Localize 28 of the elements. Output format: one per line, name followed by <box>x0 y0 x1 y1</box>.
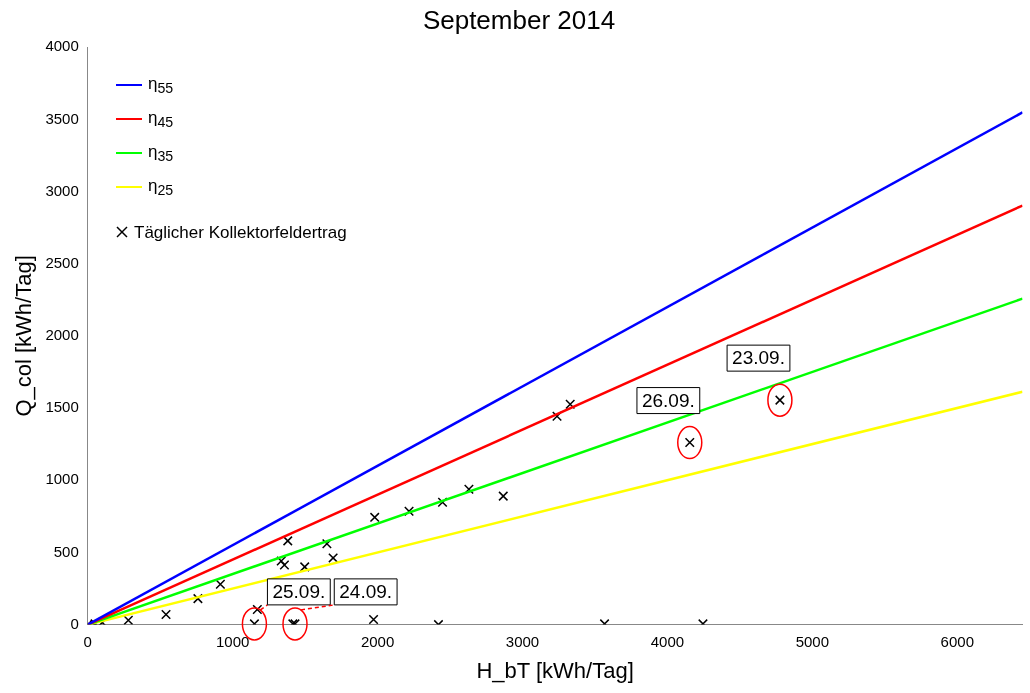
x-tick-label: 2000 <box>360 632 395 650</box>
x-tick-label: 1000 <box>216 632 250 650</box>
x-tick-label: 3000 <box>505 632 540 650</box>
y-tick-label: 1500 <box>45 398 79 416</box>
annotation: 23.09. <box>732 347 785 369</box>
legend-label: Täglicher Kollektorfeldertrag <box>134 223 347 243</box>
legend-label: η$_{25}$ <box>148 175 174 199</box>
y-tick-label: 500 <box>53 542 79 560</box>
y-tick-label: 4000 <box>45 37 79 55</box>
y-tick-label: 1000 <box>45 470 79 488</box>
annotation: 25.09. <box>272 581 326 603</box>
y-axis-title: Q_col [kWh/Tag] <box>11 255 37 417</box>
x-tick-label: 4000 <box>650 632 685 650</box>
legend-label: η$_{55}$ <box>148 73 174 97</box>
y-tick-label: 2500 <box>45 253 79 271</box>
y-tick-label: 3500 <box>45 109 79 127</box>
y-tick-label: 2000 <box>45 326 79 344</box>
x-tick-label: 6000 <box>940 632 974 650</box>
x-tick-label: 0 <box>83 632 92 650</box>
legend-label: η$_{45}$ <box>148 107 174 131</box>
y-tick-label: 3000 <box>45 181 79 199</box>
chart-title: September 2014 <box>422 4 616 35</box>
x-axis-title: H_bT [kWh/Tag] <box>476 657 634 683</box>
y-tick-label: 0 <box>70 614 79 632</box>
annotation: 26.09. <box>641 389 695 411</box>
annotation: 24.09. <box>339 581 393 603</box>
x-tick-label: 5000 <box>795 632 830 650</box>
legend-label: η$_{35}$ <box>148 141 174 165</box>
